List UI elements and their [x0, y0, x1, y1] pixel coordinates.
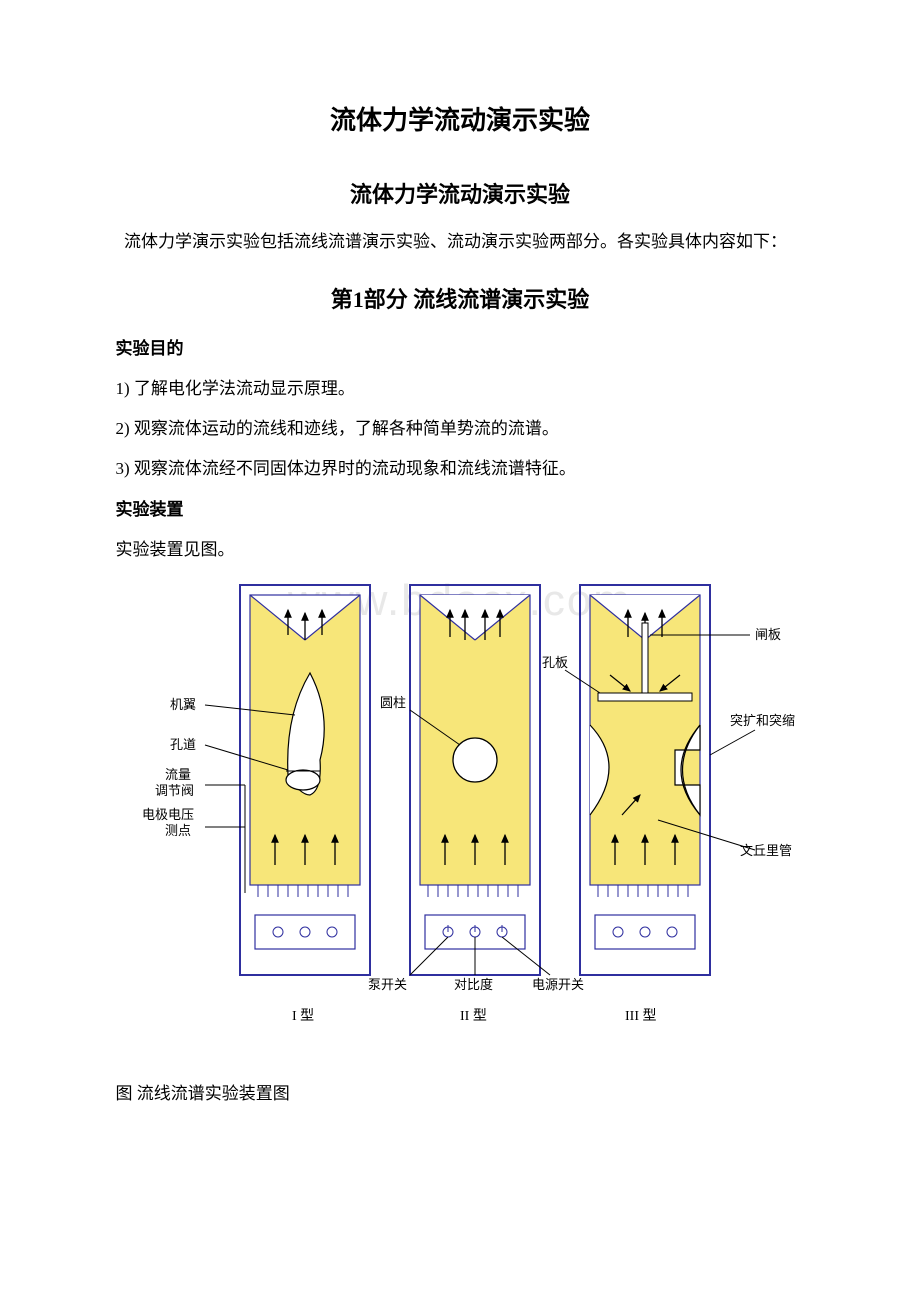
apparatus-diagram: 机翼 孔道 流量 调节阀 电极电压 测点 圆柱 闸板 孔板 突扩和突缩 文丘里管…: [90, 575, 830, 1055]
purpose-heading: 实验目的: [116, 334, 831, 359]
section1-title: 第1部分 流线流谱演示实验: [90, 282, 830, 314]
label-wing: 机翼: [170, 697, 196, 712]
sub-title: 流体力学流动演示实验: [90, 177, 830, 209]
label-electrode-1: 电极电压: [142, 807, 194, 822]
device-heading: 实验装置: [116, 495, 831, 520]
label-pump: 泵开关: [368, 977, 407, 992]
type-label-1: I 型: [292, 1008, 314, 1024]
label-orifice: 孔板: [542, 655, 568, 670]
intro-paragraph: 流体力学演示实验包括流线流谱演示实验、流动演示实验两部分。各实验具体内容如下：: [90, 227, 830, 258]
type-label-3: III 型: [625, 1008, 657, 1024]
label-cylinder: 圆柱: [380, 695, 406, 710]
label-venturi: 文丘里管: [740, 843, 792, 858]
purpose-item-2: 2) 观察流体运动的流线和迹线，了解各种简单势流的流谱。: [116, 413, 831, 445]
label-channel: 孔道: [170, 737, 196, 752]
device-text: 实验装置见图。: [116, 534, 831, 566]
label-power: 电源开关: [532, 977, 584, 992]
label-electrode-2: 测点: [165, 823, 191, 838]
purpose-item-1: 1) 了解电化学法流动显示原理。: [116, 373, 831, 405]
label-gate: 闸板: [755, 627, 781, 642]
main-title: 流体力学流动演示实验: [90, 100, 830, 137]
label-contrast: 对比度: [454, 977, 493, 992]
purpose-item-3: 3) 观察流体流经不同固体边界时的流动现象和流线流谱特征。: [116, 453, 831, 485]
label-expand: 突扩和突缩: [730, 713, 795, 728]
type-label-2: II 型: [460, 1008, 487, 1024]
label-valve-1: 流量: [165, 767, 191, 782]
figure-caption: 图 流线流谱实验装置图: [116, 1079, 831, 1104]
label-valve-2: 调节阀: [155, 783, 194, 798]
